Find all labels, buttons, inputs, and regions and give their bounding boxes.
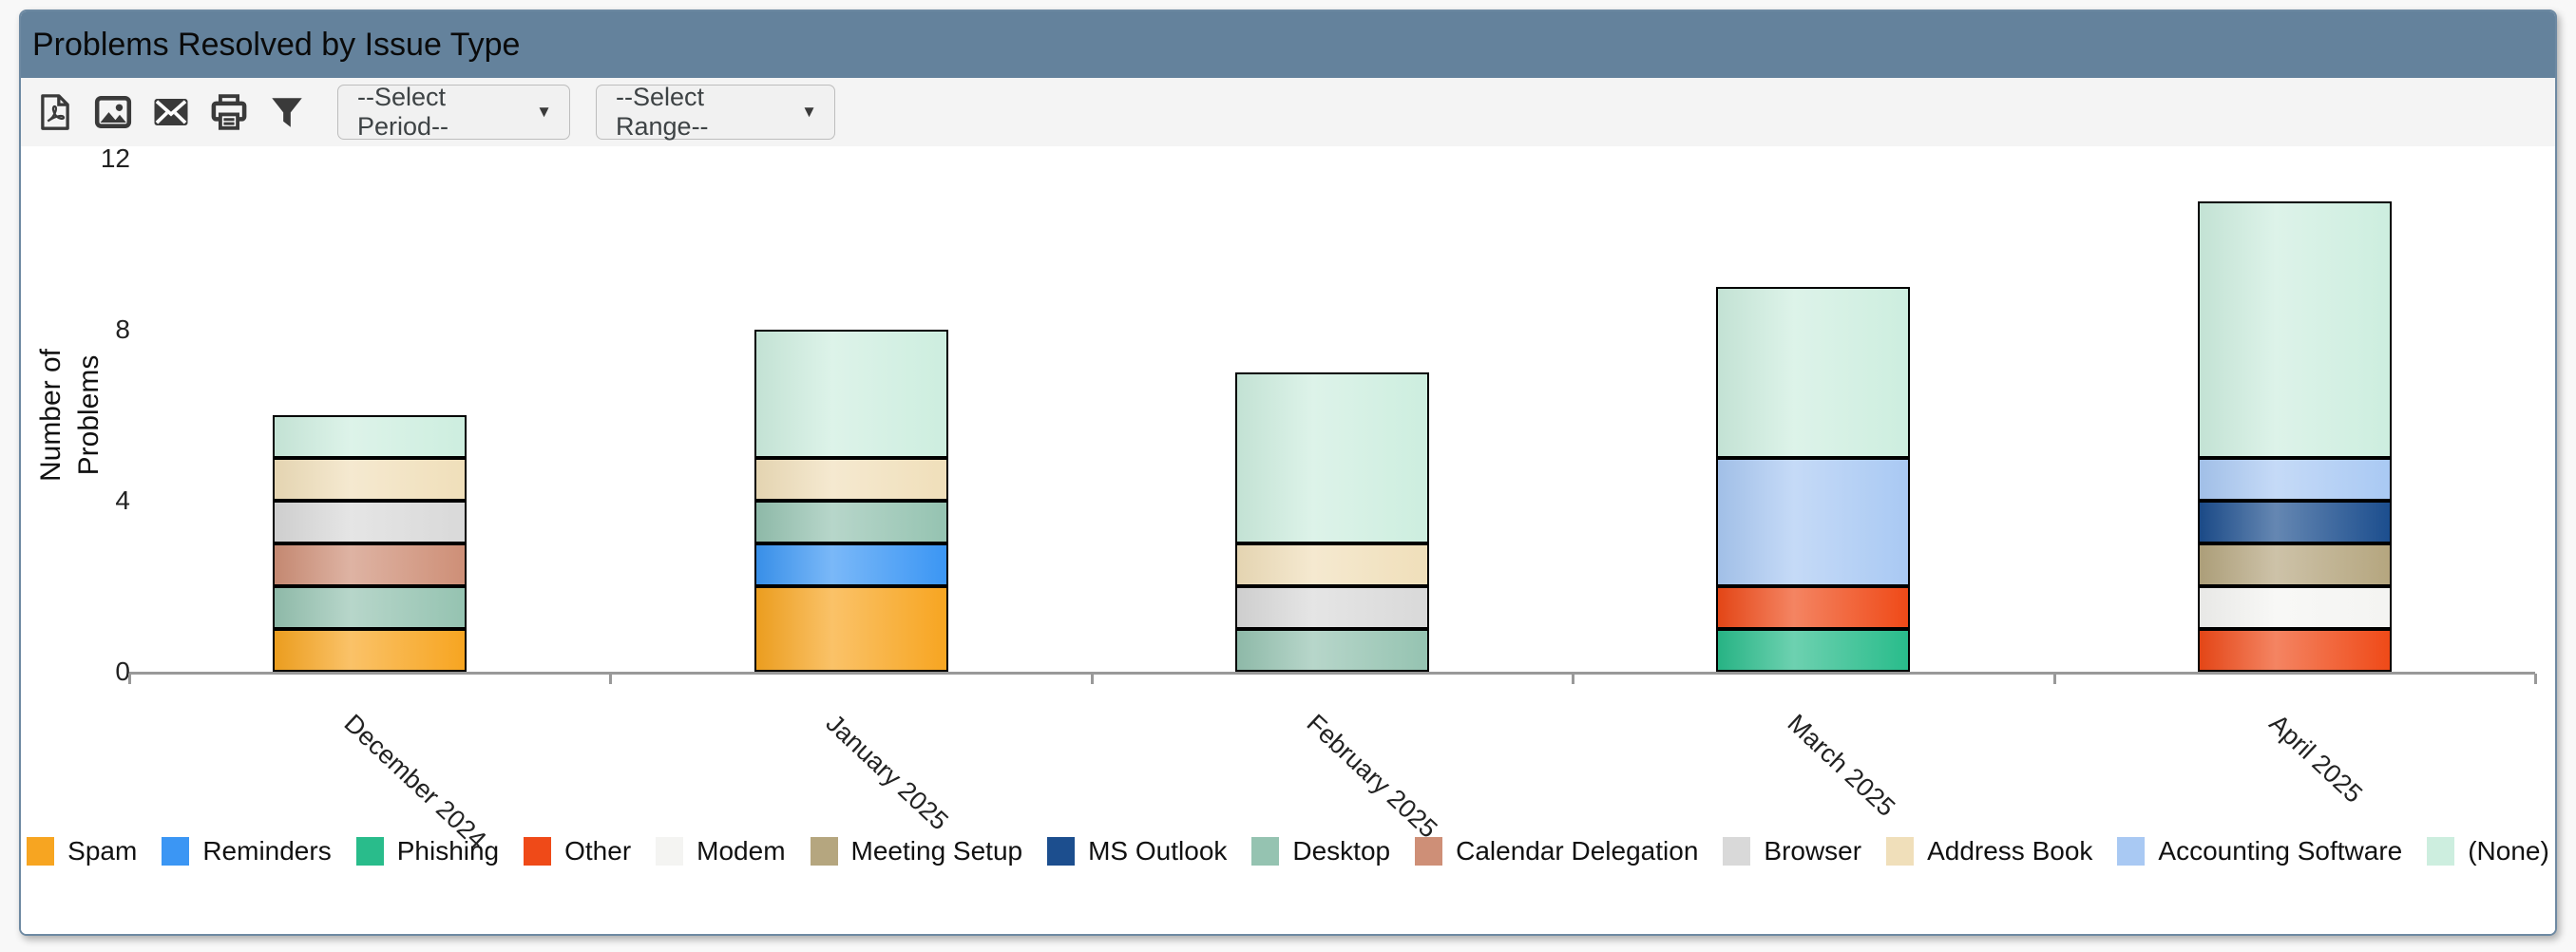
legend-swatch	[27, 837, 55, 866]
legend-swatch	[1723, 837, 1751, 866]
bar-segment[interactable]	[2197, 501, 2392, 543]
legend-label: Calendar Delegation	[1456, 836, 1699, 866]
bar-segment[interactable]	[273, 543, 467, 586]
bar-segment[interactable]	[754, 330, 948, 458]
bar-segment[interactable]	[273, 629, 467, 672]
bar-segment[interactable]	[273, 415, 467, 458]
legend-item[interactable]: Modem	[656, 836, 786, 866]
legend-swatch	[1251, 837, 1280, 866]
bar-segment[interactable]	[2197, 543, 2392, 586]
x-axis-tick	[2534, 674, 2537, 684]
bar-segment[interactable]	[1716, 586, 1911, 629]
bar-segment[interactable]	[2197, 458, 2392, 501]
legend-swatch	[1886, 837, 1915, 866]
select-period-dropdown[interactable]: --Select Period-- ▼	[337, 83, 570, 141]
legend-item[interactable]: Meeting Setup	[810, 836, 1023, 866]
legend-item[interactable]: Reminders	[162, 836, 332, 866]
legend-item[interactable]: MS Outlook	[1047, 836, 1227, 866]
legend-item[interactable]: Calendar Delegation	[1415, 836, 1698, 866]
legend-label: Desktop	[1292, 836, 1391, 866]
bar-segment[interactable]	[2197, 201, 2392, 458]
legend-label: Spam	[67, 836, 138, 866]
bar-segment[interactable]	[1716, 629, 1911, 672]
chart-area: Number of Problems 0 4 8 12 December 2024 Jan…	[21, 143, 2555, 934]
legend-label: Reminders	[202, 836, 332, 866]
chart-panel: Problems Resolved by Issue Type	[19, 10, 2557, 936]
bar-segment[interactable]	[754, 586, 948, 672]
legend-label: (None)	[2468, 836, 2549, 866]
legend-item[interactable]: Other	[524, 836, 631, 866]
x-axis-category-label: January 2025	[820, 709, 954, 836]
x-axis-category-label: February 2025	[1301, 709, 1443, 844]
x-axis-category-label: March 2025	[1782, 709, 1901, 823]
legend-label: Phishing	[396, 836, 500, 866]
x-axis-tick	[609, 674, 613, 684]
y-axis-tick-label: 4	[115, 486, 130, 515]
chevron-down-icon: ▼	[801, 103, 817, 121]
x-axis-tick	[1572, 674, 1575, 684]
bar-segment[interactable]	[754, 543, 948, 586]
legend-label: Address Book	[1927, 836, 2093, 866]
legend-label: Meeting Setup	[850, 836, 1023, 866]
legend-swatch	[355, 837, 384, 866]
legend-swatch	[2117, 837, 2146, 866]
legend-item[interactable]: Browser	[1723, 836, 1861, 866]
bar-segment[interactable]	[1716, 458, 1911, 586]
legend-item[interactable]: (None)	[2427, 836, 2549, 866]
toolbar: --Select Period-- ▼ --Select Range-- ▼	[21, 78, 2555, 146]
x-axis-tick	[128, 674, 131, 684]
x-axis-category-label: December 2024	[338, 709, 492, 854]
y-axis-tick-label: 0	[115, 657, 130, 686]
chart-legend: Spam Reminders Phishing Other Modem Meeting S…	[21, 836, 2555, 866]
x-axis-line	[129, 672, 2535, 675]
chevron-down-icon: ▼	[536, 103, 552, 121]
y-axis-tick-label: 12	[100, 143, 130, 173]
legend-item[interactable]: Desktop	[1251, 836, 1390, 866]
legend-label: Modem	[696, 836, 786, 866]
bar-segment[interactable]	[754, 501, 948, 543]
legend-swatch	[1415, 837, 1443, 866]
x-axis-tick	[1090, 674, 1094, 684]
bar-segment[interactable]	[273, 501, 467, 543]
filter-icon[interactable]	[266, 89, 308, 135]
legend-swatch	[162, 837, 190, 866]
bar-segment[interactable]	[754, 458, 948, 501]
select-range-value: --Select Range--	[616, 83, 709, 141]
image-export-icon[interactable]	[92, 89, 134, 135]
bar-segment[interactable]	[1235, 543, 1429, 586]
panel-header: Problems Resolved by Issue Type	[21, 11, 2555, 78]
y-axis-tick-label: 8	[115, 314, 130, 344]
legend-label: Accounting Software	[2158, 836, 2403, 866]
bar-segment[interactable]	[1235, 629, 1429, 672]
legend-item[interactable]: Spam	[27, 836, 137, 866]
bar-segment[interactable]	[2197, 629, 2392, 672]
bar-segment[interactable]	[1235, 372, 1429, 543]
panel-title: Problems Resolved by Issue Type	[32, 26, 521, 63]
email-icon[interactable]	[150, 89, 192, 135]
legend-item[interactable]: Address Book	[1886, 836, 2092, 866]
print-icon[interactable]	[208, 89, 250, 135]
bar-segment[interactable]	[1716, 287, 1911, 458]
legend-swatch	[2427, 837, 2455, 866]
select-period-value: --Select Period--	[357, 83, 449, 141]
bar-segment[interactable]	[273, 458, 467, 501]
bar-segment[interactable]	[2197, 586, 2392, 629]
legend-label: Browser	[1764, 836, 1862, 866]
pdf-export-icon[interactable]	[34, 89, 76, 135]
legend-label: Other	[564, 836, 632, 866]
legend-label: MS Outlook	[1088, 836, 1228, 866]
legend-item[interactable]: Phishing	[355, 836, 500, 866]
legend-swatch	[656, 837, 684, 866]
bar-segment[interactable]	[1235, 586, 1429, 629]
legend-item[interactable]: Accounting Software	[2117, 836, 2402, 866]
legend-swatch	[524, 837, 552, 866]
legend-swatch	[1047, 837, 1076, 866]
legend-swatch	[810, 837, 838, 866]
select-range-dropdown[interactable]: --Select Range-- ▼	[596, 83, 835, 141]
x-axis-tick	[2052, 674, 2056, 684]
x-axis-category-label: April 2025	[2263, 709, 2368, 809]
bar-segment[interactable]	[273, 586, 467, 629]
